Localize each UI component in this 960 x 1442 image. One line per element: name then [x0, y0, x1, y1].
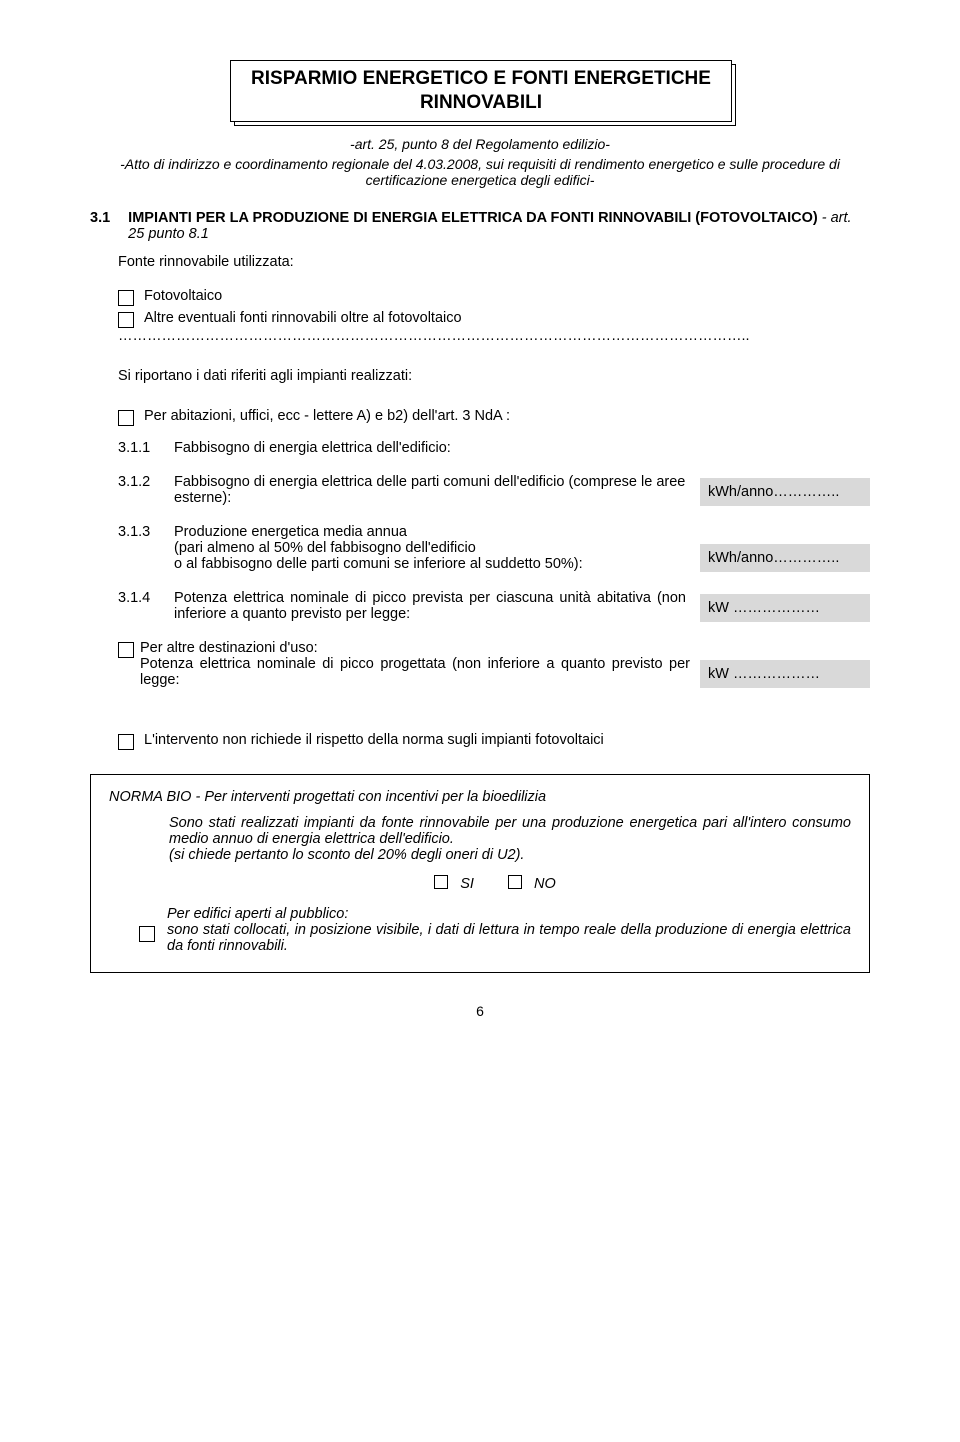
- item-number: 3.1.4: [118, 590, 160, 606]
- checkbox-icon[interactable]: [118, 312, 134, 328]
- value-field[interactable]: kW ………………: [700, 594, 870, 622]
- norma-sub: Per edifici aperti al pubblico: sono sta…: [109, 906, 851, 954]
- item-311: 3.1.1 Fabbisogno di energia elettrica de…: [90, 440, 870, 456]
- cb-label: L'intervento non richiede il rispetto de…: [144, 732, 604, 748]
- checkbox-icon[interactable]: [118, 642, 134, 658]
- page-title: RISPARMIO ENERGETICO E FONTI ENERGETICHE…: [231, 67, 731, 115]
- item-text: Per altre destinazioni d'uso: Potenza el…: [140, 640, 690, 688]
- riport-label: Si riportano i dati riferiti agli impian…: [90, 368, 870, 384]
- checkbox-icon[interactable]: [139, 926, 155, 942]
- section-title: IMPIANTI PER LA PRODUZIONE DI ENERGIA EL…: [128, 210, 870, 242]
- norma-body: Sono stati realizzati impianti da fonte …: [109, 815, 851, 863]
- norma-p2: (si chiede pertanto lo sconto del 20% de…: [169, 847, 524, 863]
- cb-label: Per altre destinazioni d'uso:: [140, 640, 318, 656]
- label-no: NO: [534, 876, 556, 892]
- sino-row: SI NO: [109, 875, 851, 892]
- norma-sub-head: Per edifici aperti al pubblico:: [167, 906, 348, 922]
- value-field[interactable]: kWh/anno…………..: [700, 478, 870, 506]
- checkbox-icon[interactable]: [434, 875, 448, 889]
- norma-p1: Sono stati realizzati impianti da fonte …: [169, 815, 851, 847]
- section-head: 3.1 IMPIANTI PER LA PRODUZIONE DI ENERGI…: [90, 210, 870, 242]
- title-frame: RISPARMIO ENERGETICO E FONTI ENERGETICHE…: [230, 60, 732, 122]
- value-field[interactable]: kW ………………: [700, 660, 870, 688]
- item-number: 3.1.3: [118, 524, 160, 540]
- value-field[interactable]: kWh/anno…………..: [700, 544, 870, 572]
- norma-sub-text: Per edifici aperti al pubblico: sono sta…: [167, 906, 851, 954]
- cb-altre-fonti: Altre eventuali fonti rinnovabili oltre …: [90, 310, 870, 328]
- item-number: 3.1.1: [118, 440, 160, 456]
- item-text: Fabbisogno di energia elettrica dell'edi…: [174, 440, 870, 456]
- checkbox-icon[interactable]: [508, 875, 522, 889]
- checkbox-icon[interactable]: [118, 734, 134, 750]
- item-number: 3.1.2: [118, 474, 160, 490]
- item-text: Produzione energetica media annua (pari …: [174, 524, 686, 572]
- norma-title: NORMA BIO - Per interventi progettati co…: [109, 789, 851, 805]
- norma-sub-body: sono stati collocati, in posizione visib…: [167, 922, 851, 954]
- subtitle-1: -art. 25, punto 8 del Regolamento ediliz…: [90, 136, 870, 152]
- cb-label: Fotovoltaico: [144, 288, 222, 304]
- title-box: RISPARMIO ENERGETICO E FONTI ENERGETICHE…: [230, 60, 730, 128]
- cb-abitazioni: Per abitazioni, uffici, ecc - lettere A)…: [90, 408, 870, 426]
- checkbox-icon[interactable]: [118, 410, 134, 426]
- cb-label: Per abitazioni, uffici, ecc - lettere A)…: [144, 408, 510, 424]
- item-text: Potenza elettrica nominale di picco prev…: [174, 590, 686, 622]
- fonte-label: Fonte rinnovabile utilizzata:: [90, 254, 870, 270]
- item-314: 3.1.4 Potenza elettrica nominale di picc…: [90, 590, 870, 622]
- section-number: 3.1: [90, 210, 110, 242]
- cb-body: Potenza elettrica nominale di picco prog…: [140, 656, 690, 688]
- checkbox-icon[interactable]: [118, 290, 134, 306]
- item-313: 3.1.3 Produzione energetica media annua …: [90, 524, 870, 572]
- norma-bio-box: NORMA BIO - Per interventi progettati co…: [90, 774, 870, 973]
- dotted-fill-line: ……………………………………………………………………………………………………………: [90, 328, 870, 344]
- cb-altre-destinazioni: Per altre destinazioni d'uso: Potenza el…: [90, 640, 870, 688]
- section-title-bold: IMPIANTI PER LA PRODUZIONE DI ENERGIA EL…: [128, 210, 822, 226]
- cb-label: Altre eventuali fonti rinnovabili oltre …: [144, 310, 462, 326]
- cb-fotovoltaico: Fotovoltaico: [90, 288, 870, 306]
- subtitle-2: -Atto di indirizzo e coordinamento regio…: [90, 156, 870, 188]
- cb-non-richiede: L'intervento non richiede il rispetto de…: [90, 732, 870, 750]
- page: RISPARMIO ENERGETICO E FONTI ENERGETICHE…: [0, 0, 960, 1059]
- page-number: 6: [90, 1003, 870, 1019]
- item-312: 3.1.2 Fabbisogno di energia elettrica de…: [90, 474, 870, 506]
- label-si: SI: [460, 876, 474, 892]
- item-text: Fabbisogno di energia elettrica delle pa…: [174, 474, 686, 506]
